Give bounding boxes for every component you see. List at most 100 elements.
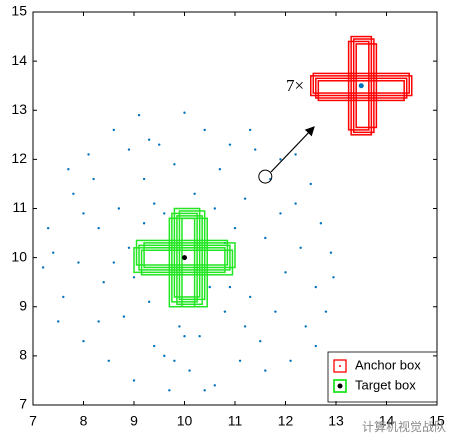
point	[117, 207, 121, 210]
point	[147, 138, 151, 141]
box	[310, 75, 413, 97]
box	[176, 215, 203, 306]
y-tick-label: 9	[19, 297, 27, 313]
y-tick-label: 12	[11, 150, 27, 166]
box	[135, 239, 229, 266]
point	[264, 236, 267, 240]
point	[173, 163, 176, 166]
legend-dot	[337, 383, 343, 389]
point	[112, 128, 116, 132]
point	[233, 226, 237, 230]
point	[127, 246, 131, 249]
box	[140, 249, 234, 276]
box	[178, 210, 206, 301]
point	[82, 339, 85, 343]
point	[142, 222, 146, 225]
point	[46, 226, 50, 230]
highlight-circle	[258, 169, 273, 184]
point	[198, 335, 201, 338]
point	[67, 168, 70, 171]
x-tick-label: 14	[379, 413, 395, 429]
point	[274, 310, 277, 313]
point	[132, 379, 136, 382]
legend-swatch	[333, 359, 347, 373]
point	[324, 310, 328, 313]
point	[122, 315, 126, 318]
point	[213, 207, 216, 210]
box	[171, 212, 198, 303]
point	[183, 111, 186, 114]
point	[238, 359, 242, 362]
x-tick-label: 11	[228, 413, 243, 429]
box	[355, 43, 378, 129]
box	[181, 217, 208, 308]
legend-box	[327, 351, 438, 403]
point	[259, 339, 262, 343]
point	[77, 261, 80, 264]
box	[317, 80, 405, 102]
point	[112, 261, 116, 264]
x-tick-label: 8	[80, 413, 88, 429]
point	[163, 212, 166, 215]
point	[153, 202, 156, 205]
point	[87, 153, 90, 156]
box	[143, 242, 236, 269]
point	[183, 335, 186, 338]
y-tick-label: 15	[11, 3, 27, 19]
box	[347, 40, 370, 131]
point	[72, 192, 75, 195]
x-tick-label: 10	[177, 413, 193, 429]
point	[132, 276, 136, 279]
point	[264, 369, 267, 372]
y-tick-label: 10	[11, 248, 27, 264]
target-center	[182, 255, 187, 261]
point	[178, 325, 181, 328]
box	[350, 35, 373, 136]
x-tick-label: 12	[278, 413, 294, 429]
point	[304, 325, 307, 328]
x-tick-label: 7	[29, 413, 37, 429]
point	[203, 128, 206, 132]
point	[97, 320, 100, 323]
point	[173, 359, 176, 362]
point	[309, 182, 312, 186]
point	[208, 285, 211, 289]
point	[62, 295, 65, 299]
point	[147, 300, 151, 304]
point	[158, 143, 161, 146]
point	[248, 295, 252, 299]
x-tick-label: 13	[328, 413, 344, 429]
point	[314, 344, 317, 348]
point	[248, 128, 252, 132]
y-tick-label: 8	[19, 347, 27, 363]
point	[97, 226, 100, 230]
legend-swatch	[333, 379, 347, 393]
point	[299, 246, 302, 249]
point	[294, 202, 297, 205]
point	[107, 359, 110, 362]
box	[315, 77, 408, 99]
point	[254, 148, 257, 151]
legend-label: Anchor box	[355, 357, 421, 372]
point	[153, 344, 156, 348]
point	[243, 325, 247, 328]
point	[228, 143, 232, 146]
point	[329, 251, 333, 254]
point	[243, 197, 247, 200]
legend: Anchor box Target box	[327, 351, 438, 403]
y-tick-label: 14	[11, 52, 27, 68]
box	[138, 244, 231, 271]
legend-dot	[339, 365, 341, 367]
x-tick-label: 15	[429, 413, 445, 429]
point	[163, 354, 166, 358]
point	[213, 384, 216, 387]
legend-label: Target box	[355, 377, 416, 392]
point	[142, 177, 146, 181]
point	[319, 222, 323, 225]
point	[92, 177, 95, 181]
point	[218, 168, 222, 171]
point	[41, 266, 45, 269]
point	[279, 212, 282, 215]
point	[223, 310, 227, 313]
